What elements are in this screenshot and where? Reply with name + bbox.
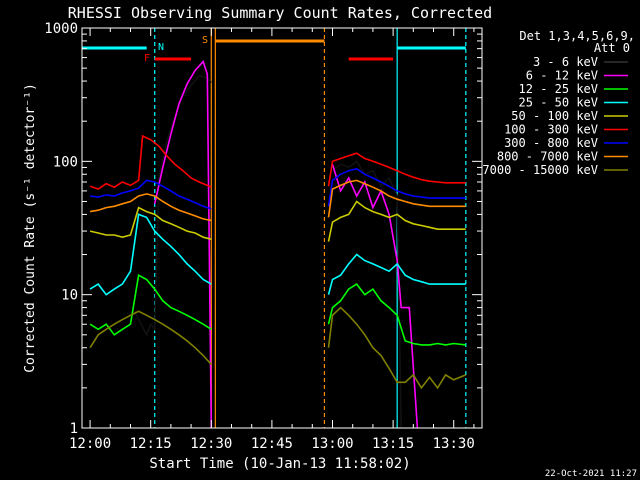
legend-label-1: 6 - 12 keV [526,69,598,83]
x-tick-label-6: 13:30 [433,436,475,452]
series-line-8 [89,306,467,390]
legend-header-line-1: Det 1,3,4,5,6,9, [519,29,635,43]
observing-bars: NF S [82,35,466,64]
bar-marker-label-4: S [202,35,208,46]
series-line-0 [133,74,402,429]
x-axis-label: Start Time (10-Jan-13 11:58:02) [149,456,410,472]
series-line-1 [153,60,419,429]
y-axis-ticks: 1 10 100 1000 [44,21,482,437]
y-tick-label-2: 100 [53,154,78,170]
x-tick-label-5: 13:15 [372,436,414,452]
x-tick-label-0: 12:00 [69,436,111,452]
series-line-4 [89,200,466,242]
chart-title: RHESSI Observing Summary Count Rates, Co… [68,4,492,22]
y-tick-label-1: 10 [61,288,78,304]
legend-label-6: 300 - 800 keV [504,136,598,150]
series-line-3 [89,213,466,296]
series-lines [89,60,467,429]
series-line-5 [89,134,466,190]
series-line-2 [89,273,466,346]
legend-label-4: 50 - 100 keV [511,109,598,123]
x-tick-label-4: 13:00 [311,436,353,452]
legend-label-5: 100 - 300 keV [504,123,598,137]
y-tick-label-0: 1 [70,421,78,437]
x-tick-label-2: 12:30 [190,436,232,452]
vertical-lines [154,28,467,428]
x-tick-label-3: 12:45 [251,436,293,452]
x-axis-ticks: 12:00 12:15 12:30 12:45 13:00 13:15 13:30 [69,28,475,452]
bar-marker-label-1: N [158,42,164,53]
legend-label-7: 800 - 7000 keV [497,150,598,164]
series-line-7 [89,179,466,222]
bar-marker-label-2: F [144,53,150,64]
legend-label-0: 3 - 6 keV [533,55,598,69]
legend-label-3: 25 - 50 keV [519,96,598,110]
series-line-6 [90,167,466,210]
legend-header-line-2: Att 0 [594,41,630,55]
plot-frame [81,27,483,429]
legend-label-8: 7000 - 15000 keV [482,163,598,177]
y-axis-label: Corrected Count Rate (s⁻¹ detector⁻¹) [23,83,38,373]
footer-date: 22-Oct-2021 11:27 [545,469,637,479]
legend-label-2: 12 - 25 keV [519,82,598,96]
x-tick-label-1: 12:15 [130,436,172,452]
y-tick-label-3: 1000 [44,21,78,37]
